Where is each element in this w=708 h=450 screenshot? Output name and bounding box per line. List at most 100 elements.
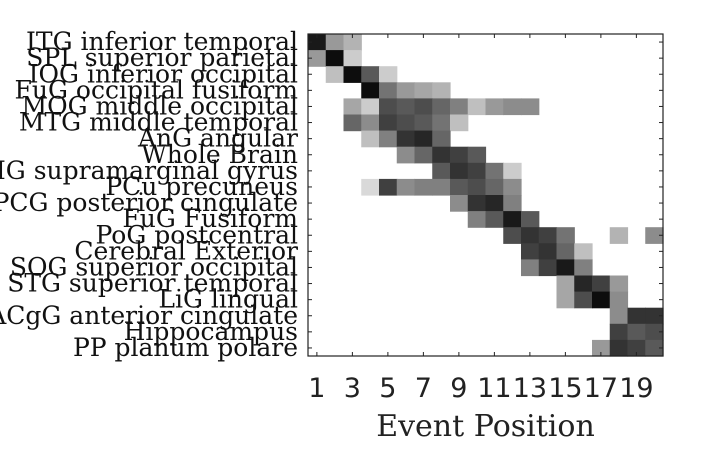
- heatmap-cell: [450, 178, 469, 196]
- heatmap-cell: [609, 275, 629, 293]
- y-ticks: [308, 41, 663, 349]
- heatmap-cell: [343, 50, 362, 67]
- row-label: PP planum polare: [73, 333, 298, 362]
- heatmap-cell: [432, 146, 451, 164]
- heatmap-cell: [627, 323, 646, 341]
- plot-frame: [307, 33, 664, 357]
- heatmap-cell: [645, 307, 664, 325]
- heatmap-cell: [467, 178, 487, 196]
- heatmap-cell: [627, 339, 646, 357]
- heatmap-cell: [379, 82, 398, 99]
- heatmap-cell: [592, 275, 611, 293]
- heatmap-cell: [503, 98, 522, 116]
- heatmap-cell: [556, 227, 575, 244]
- x-tick-label: 11: [477, 373, 511, 404]
- heatmap-cell: [521, 98, 540, 116]
- heatmap-cell: [485, 211, 504, 228]
- row-label: PCu precuneus: [105, 172, 298, 201]
- heatmap-cell: [396, 98, 416, 116]
- row-label: IOG inferior occipital: [29, 59, 298, 88]
- heatmap-cell: [379, 130, 398, 148]
- row-label: SOG superior occipital: [10, 252, 298, 281]
- heatmap-cell: [396, 130, 416, 148]
- heatmap-cell: [414, 146, 433, 164]
- heatmap-cell: [432, 82, 451, 99]
- heatmap-cell: [503, 211, 522, 228]
- heatmap-cell: [432, 114, 451, 132]
- heatmap-cell: [467, 162, 487, 180]
- heatmap-cell: [432, 178, 451, 196]
- heatmap-cell: [485, 98, 504, 116]
- heatmap-cell: [627, 307, 646, 325]
- row-label: STG superior temporal: [7, 269, 298, 298]
- heatmap-cell: [485, 178, 504, 196]
- heatmap-cell: [396, 146, 416, 164]
- row-label: MOG middle occipital: [22, 91, 298, 120]
- heatmap-cell: [467, 98, 487, 116]
- heatmap-cell: [592, 339, 611, 357]
- heatmap-cell: [503, 227, 522, 244]
- x-tick-label: 9: [450, 373, 467, 404]
- heatmap-cell: [343, 34, 362, 51]
- heatmap-cell: [503, 162, 522, 180]
- heatmap-cell: [609, 307, 629, 325]
- x-tick-label: 5: [379, 373, 396, 404]
- x-tick-label: 19: [619, 373, 653, 404]
- heatmap-cell: [450, 114, 469, 132]
- heatmap-cell: [379, 66, 398, 83]
- heatmap-cell: [432, 98, 451, 116]
- heatmap-cell: [556, 259, 575, 277]
- heatmap-cell: [361, 114, 380, 132]
- x-axis-label: Event Position: [376, 409, 595, 444]
- heatmap-cell: [414, 130, 433, 148]
- x-tick-labels: 1 3 5 7 9 11 13 15 17 19: [308, 373, 653, 404]
- x-tick-label: 15: [548, 373, 582, 404]
- heatmap-cell: [396, 178, 416, 196]
- heatmap-cell: [343, 66, 362, 83]
- row-label: LiG lingual: [158, 285, 298, 314]
- heatmap-cell: [609, 323, 629, 341]
- heatmap-cell: [361, 130, 380, 148]
- row-label: PCG posterior cingulate: [0, 188, 298, 217]
- row-label: SMG supramarginal gyrus: [0, 156, 298, 185]
- heatmap-cell: [556, 291, 575, 309]
- heatmap-cell: [521, 259, 540, 277]
- heatmap-cell: [645, 339, 664, 357]
- x-tick-label: 13: [513, 373, 547, 404]
- row-label: SPL superior parietal: [26, 43, 298, 72]
- row-label: MTG middle temporal: [19, 108, 298, 137]
- row-label: AnG angular: [137, 124, 298, 153]
- heatmap-cell: [556, 275, 575, 293]
- heatmap-cell: [538, 243, 558, 260]
- heatmap-cell: [574, 243, 593, 260]
- heatmap-cell: [609, 227, 629, 244]
- heatmap-cell: [379, 98, 398, 116]
- row-label: Cerebral Exterior: [74, 236, 298, 265]
- heatmap-cell: [396, 114, 416, 132]
- heatmap-cell: [645, 323, 664, 341]
- x-tick-label: 3: [344, 373, 361, 404]
- heatmap-cell: [361, 66, 380, 83]
- heatmap-cell: [592, 291, 611, 309]
- x-tick-label: 17: [584, 373, 618, 404]
- heatmap-cell: [485, 195, 504, 212]
- heatmap-cell: [556, 243, 575, 260]
- heatmap-cell: [361, 82, 380, 99]
- heatmap-cell: [432, 130, 451, 148]
- heatmap-cell: [432, 162, 451, 180]
- heatmap-cell: [521, 227, 540, 244]
- heatmap-cell: [574, 291, 593, 309]
- heatmap-cell: [450, 98, 469, 116]
- heatmap-cell: [343, 114, 362, 132]
- heatmap-cell: [414, 98, 433, 116]
- heatmap-cell: [467, 195, 487, 212]
- row-label: FuG occipital fusiform: [15, 75, 299, 104]
- heatmap-cell: [485, 162, 504, 180]
- heatmap-cell: [379, 178, 398, 196]
- row-label: ACgG anterior cingulate: [0, 301, 298, 330]
- heatmap-cell: [414, 82, 433, 99]
- heatmap-cell: [503, 195, 522, 212]
- heatmap-cell: [574, 259, 593, 277]
- heatmap-cell: [450, 195, 469, 212]
